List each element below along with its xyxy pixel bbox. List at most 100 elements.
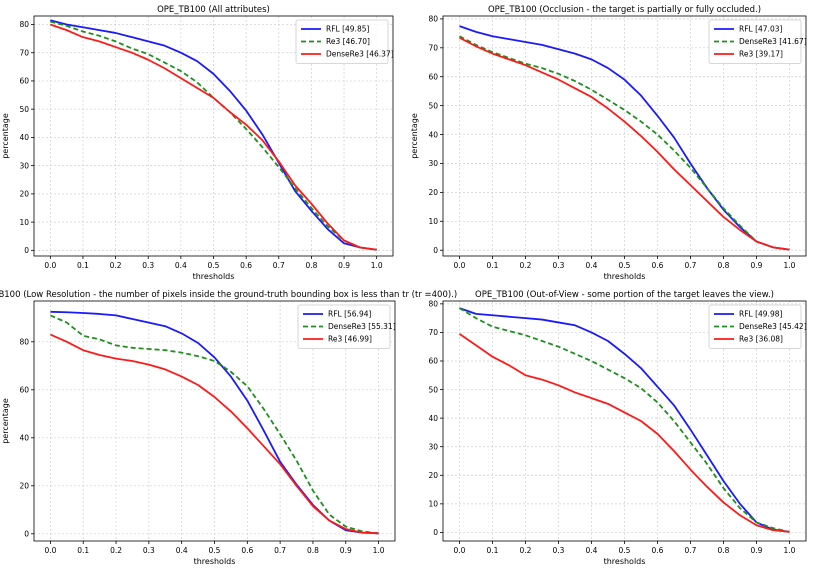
x-tick-label: 0.5 bbox=[619, 261, 631, 270]
x-tick-label: 0.4 bbox=[176, 546, 188, 555]
x-tick-label: 0.9 bbox=[751, 546, 763, 555]
x-tick-label: 0.5 bbox=[208, 261, 220, 270]
panel-occlusion: 0.0 0.1 0.2 0.3 0.4 0.5 0.6 0.7 0.8 0.9 1.0 0 10 20 30… bbox=[410, 5, 807, 281]
chart-title: OPE_TB100 (All attributes) bbox=[157, 5, 270, 15]
x-tick-label: 0.3 bbox=[142, 261, 154, 270]
chart-title: OPE_TB100 (Low Resolution - the number o… bbox=[0, 290, 457, 300]
y-tick-label: 80 bbox=[428, 300, 438, 309]
y-axis-label: percentage bbox=[1, 113, 10, 159]
x-tick-label: 0.8 bbox=[307, 546, 319, 555]
y-tick-label: 20 bbox=[428, 471, 438, 480]
y-tick-label: 10 bbox=[428, 217, 438, 226]
x-tick-label: 0.2 bbox=[110, 546, 122, 555]
series-line-3 bbox=[50, 23, 377, 251]
legend-box bbox=[708, 19, 802, 64]
x-tick-label: 0.2 bbox=[520, 546, 532, 555]
legend-entry: RFL [49.85] bbox=[326, 25, 369, 34]
panel-all-attributes: 0.0 0.1 0.2 0.3 0.4 0.5 0.6 0.7 0.8 0.9 1.0 0 10 20 30… bbox=[1, 5, 394, 281]
x-axis-label: thresholds bbox=[604, 557, 646, 566]
x-tick-label: 0.3 bbox=[553, 261, 565, 270]
y-axis-label: percentage bbox=[1, 398, 10, 444]
y-tick-label: 10 bbox=[19, 218, 29, 227]
legend: RFL [56.94] DenseRe3 [55.31] Re3 [46.99] bbox=[297, 304, 396, 349]
legend-entry: DenseRe3 [46.37] bbox=[326, 50, 394, 59]
legend-box bbox=[297, 304, 391, 349]
y-tick-label: 40 bbox=[428, 414, 438, 423]
x-tick-label: 0.9 bbox=[338, 261, 350, 270]
y-tick-label: 60 bbox=[428, 357, 438, 366]
x-tick-label: 0.4 bbox=[586, 546, 598, 555]
series-line-1 bbox=[459, 307, 790, 533]
x-tick-label: 0.5 bbox=[209, 546, 221, 555]
x-tick-label: 1.0 bbox=[371, 261, 383, 270]
x-axis-label: thresholds bbox=[193, 272, 235, 281]
legend-entry: Re3 [46.99] bbox=[328, 335, 372, 344]
x-tick-label: 0.0 bbox=[44, 261, 56, 270]
plot-frame bbox=[442, 300, 807, 542]
x-tick-label: 1.0 bbox=[784, 261, 796, 270]
x-tick-label: 0.9 bbox=[751, 261, 763, 270]
x-tick-label: 0.2 bbox=[110, 261, 122, 270]
x-tick-label: 0.6 bbox=[652, 546, 664, 555]
plot-frame bbox=[442, 15, 807, 257]
x-tick-label: 0.5 bbox=[619, 546, 631, 555]
legend-entry: RFL [56.94] bbox=[328, 310, 371, 319]
y-tick-label: 20 bbox=[19, 190, 29, 199]
x-tick-label: 0.6 bbox=[240, 261, 252, 270]
legend-box bbox=[708, 304, 802, 349]
legend-entry: DenseRe3 [55.31] bbox=[328, 322, 396, 331]
x-tick-label: 0.7 bbox=[274, 546, 286, 555]
x-axis-label: thresholds bbox=[194, 557, 236, 566]
x-tick-label: 0.0 bbox=[454, 261, 466, 270]
y-tick-label: 20 bbox=[19, 482, 29, 491]
series-line-2 bbox=[459, 35, 790, 251]
y-tick-label: 70 bbox=[19, 48, 29, 57]
x-tick-label: 0.7 bbox=[685, 261, 697, 270]
y-tick-label: 40 bbox=[19, 434, 29, 443]
chart-title: OPE_TB100 (Out-of-View - some portion of… bbox=[475, 290, 774, 300]
y-tick-label: 70 bbox=[428, 328, 438, 337]
legend-entry: Re3 [46.70] bbox=[326, 37, 370, 46]
legend: RFL [49.85] Re3 [46.70] DenseRe3 [46.37] bbox=[295, 19, 394, 64]
legend-box bbox=[295, 19, 389, 64]
x-tick-label: 0.3 bbox=[553, 546, 565, 555]
legend-entry: Re3 [39.17] bbox=[739, 50, 783, 59]
x-tick-label: 0.8 bbox=[305, 261, 317, 270]
y-tick-label: 40 bbox=[428, 130, 438, 139]
y-tick-label: 60 bbox=[428, 72, 438, 81]
legend-entry: DenseRe3 [41.67] bbox=[739, 37, 807, 46]
x-tick-label: 0.6 bbox=[652, 261, 664, 270]
series-line-2 bbox=[50, 20, 377, 251]
x-tick-label: 0.3 bbox=[143, 546, 155, 555]
y-axis-label: percentage bbox=[410, 113, 419, 159]
y-tick-label: 0 bbox=[24, 246, 29, 255]
y-tick-label: 0 bbox=[433, 246, 438, 255]
plot-frame bbox=[33, 15, 394, 257]
x-axis-label: thresholds bbox=[604, 272, 646, 281]
x-tick-label: 1.0 bbox=[784, 546, 796, 555]
x-tick-label: 0.1 bbox=[77, 546, 89, 555]
x-tick-label: 0.4 bbox=[175, 261, 187, 270]
y-tick-label: 60 bbox=[19, 386, 29, 395]
legend-entry: DenseRe3 [45.42] bbox=[739, 322, 807, 331]
series-line-1 bbox=[50, 19, 377, 251]
y-tick-label: 60 bbox=[19, 77, 29, 86]
plot-frame bbox=[33, 300, 396, 542]
y-tick-label: 80 bbox=[19, 338, 29, 347]
x-tick-label: 0.1 bbox=[487, 261, 499, 270]
x-tick-label: 0.4 bbox=[586, 261, 598, 270]
y-tick-label: 30 bbox=[428, 442, 438, 451]
panel-out-of-view: 0.0 0.1 0.2 0.3 0.4 0.5 0.6 0.7 0.8 0.9 1.0 0 10 20 30… bbox=[428, 290, 806, 566]
x-tick-label: 0.0 bbox=[454, 546, 466, 555]
y-tick-label: 0 bbox=[433, 528, 438, 537]
series-line-3 bbox=[50, 333, 379, 535]
y-tick-label: 50 bbox=[428, 385, 438, 394]
panel-low-resolution: 0.0 0.1 0.2 0.3 0.4 0.5 0.6 0.7 0.8 0.9 1.0 0 20 40 60… bbox=[0, 290, 457, 566]
x-tick-label: 0.1 bbox=[487, 546, 499, 555]
x-tick-label: 0.7 bbox=[685, 546, 697, 555]
y-tick-label: 50 bbox=[428, 101, 438, 110]
y-tick-label: 80 bbox=[428, 15, 438, 24]
legend: RFL [47.03] DenseRe3 [41.67] Re3 [39.17] bbox=[708, 19, 807, 64]
x-tick-label: 0.2 bbox=[520, 261, 532, 270]
